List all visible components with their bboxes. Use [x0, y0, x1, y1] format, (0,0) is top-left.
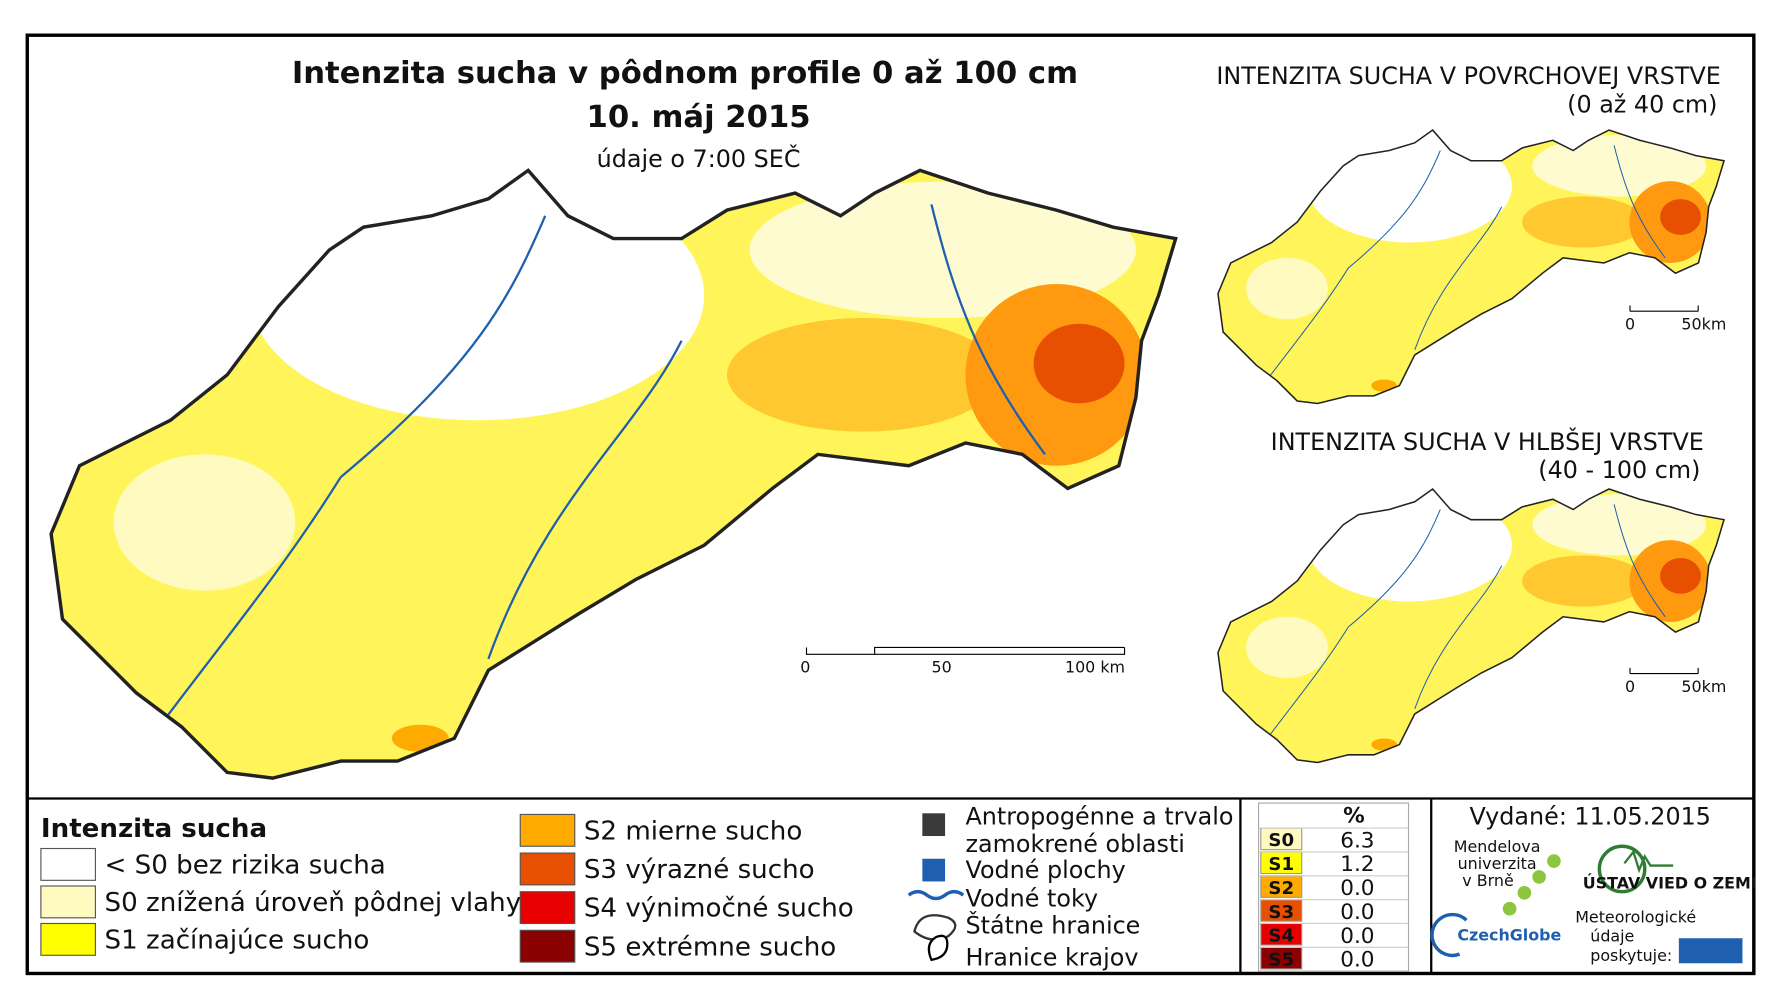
legend-swatch [40, 847, 96, 881]
logo-text: poskytuje: [1590, 946, 1672, 965]
inset-title: INTENZITA SUCHA V POVRCHOVEJ VRSTVE [1216, 62, 1721, 90]
layer-label: Vodné toky [966, 884, 1099, 912]
inset-map [1218, 130, 1724, 403]
scale-label: 0 [1625, 314, 1635, 333]
date: 10. máj 2015 [587, 100, 811, 135]
table-value: 0.0 [1340, 924, 1374, 949]
main-map [51, 170, 1176, 778]
scale-label: 50km [1681, 677, 1726, 696]
scale-label: 50 [932, 657, 952, 676]
table-value: 6.3 [1340, 828, 1374, 853]
table-class: S4 [1268, 926, 1294, 947]
title: Intenzita sucha v pôdnom profile 0 až 10… [292, 56, 1078, 91]
logo-text: Mendelova [1454, 837, 1541, 856]
layer-label: Hranice krajov [966, 944, 1139, 972]
percent-table: % S0 6.3 S1 1.2 S2 0.0 S3 0.0 S4 0.0 S5 0.0 [1258, 802, 1410, 973]
scale-bar [1629, 305, 1699, 312]
layer-label: Antropogénne a trvalo zamokrené oblasti [966, 803, 1234, 858]
issued: Vydané: 11.05.2015 [1470, 803, 1711, 831]
legend-label: S0 znížená úroveň pôdnej vlahy [105, 888, 522, 918]
logo-text: univerzita [1458, 854, 1537, 873]
logo-text: údaje [1590, 927, 1634, 946]
legend-swatch [40, 885, 96, 919]
legend-label: S5 extrémne sucho [584, 932, 836, 962]
legend-swatch [519, 929, 576, 963]
table-value: 1.2 [1340, 852, 1374, 877]
table-header: % [1343, 803, 1365, 828]
note: údaje o 7:00 SEČ [597, 145, 801, 173]
legend-title: Intenzita sucha [41, 814, 267, 844]
table-value: 0.0 [1340, 900, 1374, 925]
table-frame [1258, 802, 1410, 972]
inset-subtitle: (40 - 100 cm) [1538, 456, 1700, 484]
legend-label: S2 mierne sucho [584, 816, 802, 846]
scale-bar [805, 646, 1126, 655]
logos [1430, 844, 1743, 964]
legend-swatch [519, 813, 576, 847]
logo-text: Meteorologické [1575, 907, 1696, 926]
legend-label: < S0 bez rizika sucha [105, 851, 386, 881]
scale-label: 0 [1625, 677, 1635, 696]
legend-label: S3 výrazné sucho [584, 855, 815, 885]
legend: < S0 bez rizika sucha S0 znížená úroveň p… [40, 813, 854, 963]
table-value: 0.0 [1340, 948, 1374, 973]
legend-label: S1 začínajúce sucho [105, 925, 370, 955]
layer-label: Vodné plochy [966, 856, 1126, 884]
inset-subtitle: (0 až 40 cm) [1567, 90, 1717, 118]
table-class: S5 [1268, 950, 1294, 971]
table-class: S1 [1268, 854, 1294, 875]
legend-swatch [40, 922, 96, 956]
scale-bar [1629, 667, 1699, 675]
legend-label: S4 výnimočné sucho [584, 894, 854, 924]
logo-text: CzechGlobe [1457, 926, 1561, 945]
logo-text: ÚSTAV VIED O ZEMI [1583, 873, 1757, 892]
legend-swatch [519, 852, 576, 886]
inset-title: INTENZITA SUCHA V HLBŠEJ VRSTVE [1271, 428, 1704, 456]
table-class: S0 [1268, 830, 1294, 851]
scale-label: 100 km [1065, 657, 1125, 676]
table-value: 0.0 [1340, 876, 1374, 901]
frame [25, 33, 1756, 976]
legend-swatch [519, 891, 576, 925]
logo-text: v Brně [1462, 871, 1513, 890]
table-class: S3 [1268, 902, 1294, 923]
scale-label: 0 [800, 657, 810, 676]
scale-label: 50km [1681, 314, 1726, 333]
layers [907, 813, 965, 962]
inset-map [1218, 489, 1724, 762]
layer-label: Štátne hranice [966, 912, 1141, 940]
table-class: S2 [1268, 878, 1294, 899]
